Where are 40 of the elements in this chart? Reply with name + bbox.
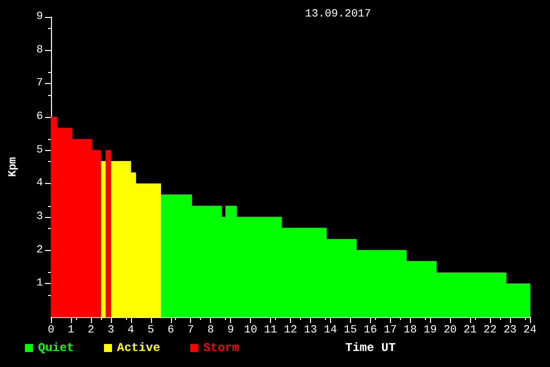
y-tick-label: 7 — [36, 78, 43, 90]
x-tick-label: 9 — [227, 324, 234, 336]
y-tick-label: 1 — [36, 278, 44, 290]
y-tick-label: 2 — [36, 244, 43, 256]
x-tick-label: 19 — [424, 324, 437, 336]
x-tick-label: 21 — [464, 324, 478, 336]
x-tick-label: 22 — [483, 324, 497, 336]
chart-title: 13.09.2017 — [305, 8, 372, 20]
x-axis-title: Time UT — [345, 341, 396, 355]
x-tick-label: 23 — [503, 324, 517, 336]
y-tick-label: 5 — [36, 144, 43, 156]
x-tick-label: 20 — [444, 324, 457, 336]
x-tick-label: 2 — [88, 324, 94, 336]
y-tick-label: 9 — [36, 11, 43, 23]
x-tick-label: 13 — [304, 324, 318, 336]
x-tick-label: 7 — [187, 324, 194, 336]
y-tick-label: 6 — [36, 111, 43, 123]
x-tick-label: 17 — [384, 324, 397, 336]
x-tick-label: 12 — [284, 324, 298, 336]
y-axis-title: Kpm — [8, 156, 20, 177]
x-tick-label: 24 — [523, 324, 537, 336]
x-tick-label: 1 — [68, 324, 75, 336]
x-tick-label: 11 — [264, 324, 278, 336]
x-tick-label: 6 — [167, 324, 174, 336]
x-tick-label: 16 — [364, 324, 377, 336]
x-tick-label: 3 — [108, 324, 114, 336]
x-tick-label: 4 — [128, 324, 135, 336]
x-tick-label: 5 — [147, 324, 154, 336]
y-tick-label: 8 — [36, 44, 43, 56]
x-tick-label: 15 — [344, 324, 357, 336]
legend-label: Active — [117, 341, 160, 355]
x-tick-label: 8 — [207, 324, 214, 336]
y-tick-label: 4 — [36, 178, 44, 190]
legend-label: Quiet — [38, 341, 74, 355]
legend-label: Storm — [203, 341, 240, 355]
x-tick-label: 0 — [48, 324, 54, 336]
x-tick-label: 18 — [404, 324, 417, 336]
x-tick-label: 14 — [324, 324, 338, 336]
y-tick-label: 3 — [36, 211, 43, 223]
x-tick-label: 10 — [244, 324, 258, 336]
